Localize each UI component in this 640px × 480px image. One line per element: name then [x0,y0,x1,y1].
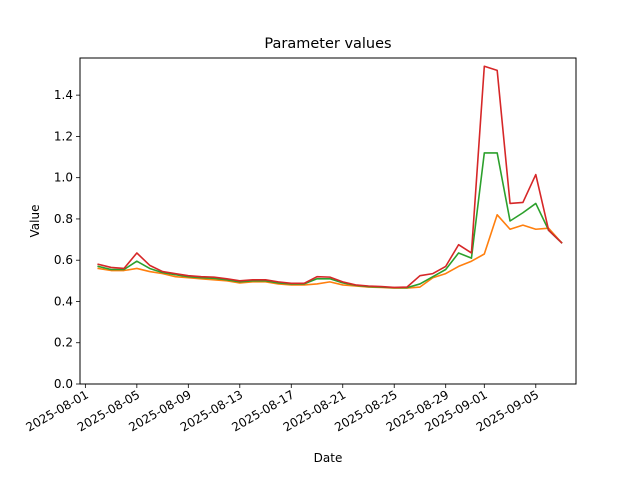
y-tick-label: 0.2 [54,336,73,350]
y-tick-label: 1.2 [54,129,73,143]
y-axis-label: Value [28,205,42,238]
y-tick-label: 0.8 [54,212,73,226]
y-axis: 0.0 0.2 0.4 0.6 0.8 1.0 1.2 1.4 [54,88,80,391]
plot-area-frame [79,57,577,385]
y-tick-label: 0.4 [54,294,73,308]
y-tick-label: 0.6 [54,253,73,267]
series-line-4 [97,65,563,289]
series-line-2 [97,214,563,289]
x-axis-label: Date [314,451,343,465]
series-line-3 [97,152,563,289]
y-tick-label: 0.0 [54,377,73,391]
y-tick-label: 1.0 [54,171,73,185]
series-layer [97,65,563,289]
chart-title: Parameter values [264,36,391,52]
y-tick-label: 1.4 [54,88,73,102]
